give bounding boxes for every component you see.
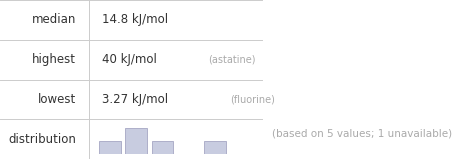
- Text: median: median: [31, 13, 76, 26]
- Bar: [99, 141, 121, 154]
- Text: (based on 5 values; 1 unavailable): (based on 5 values; 1 unavailable): [272, 129, 452, 138]
- Bar: [204, 141, 226, 154]
- Text: highest: highest: [32, 53, 76, 66]
- Text: lowest: lowest: [38, 93, 76, 106]
- Bar: [125, 128, 147, 154]
- Text: 3.27 kJ/mol   (fluorine): 3.27 kJ/mol (fluorine): [102, 93, 234, 106]
- Text: 3.27 kJ/mol: 3.27 kJ/mol: [102, 93, 168, 106]
- Text: 14.8 kJ/mol: 14.8 kJ/mol: [102, 13, 168, 26]
- Text: 40 kJ/mol: 40 kJ/mol: [102, 53, 157, 66]
- Text: 40 kJ/mol   (astatine): 40 kJ/mol (astatine): [102, 53, 225, 66]
- Text: (astatine): (astatine): [208, 55, 256, 65]
- Bar: [152, 141, 173, 154]
- Text: distribution: distribution: [8, 133, 76, 146]
- Text: (fluorine): (fluorine): [230, 94, 275, 104]
